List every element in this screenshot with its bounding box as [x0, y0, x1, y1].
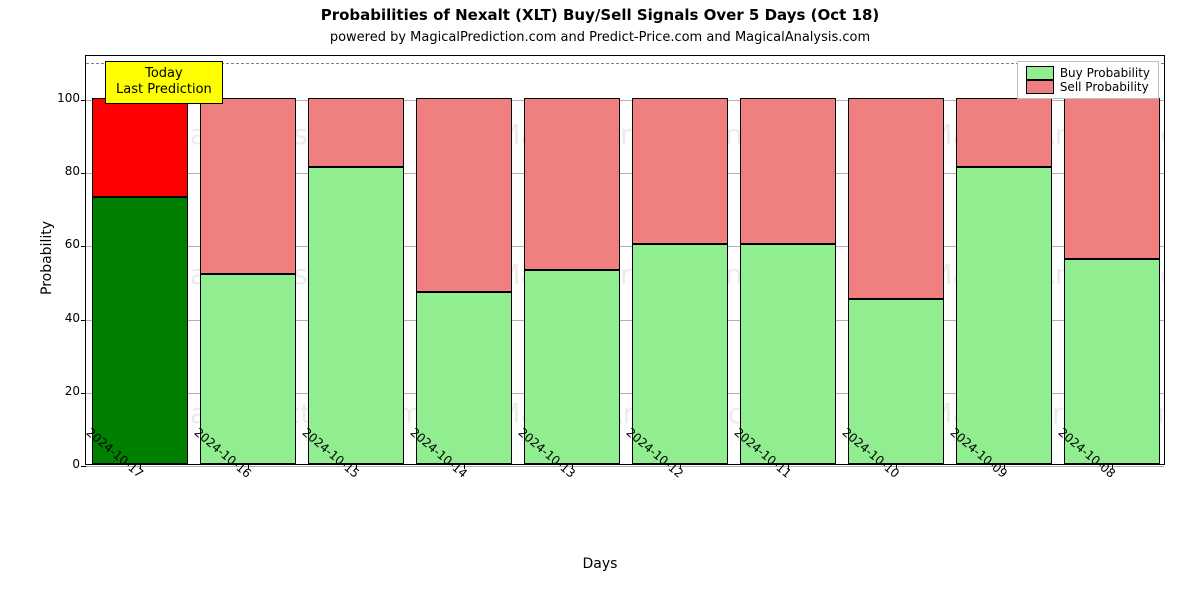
bar-group	[416, 54, 511, 464]
bar-sell	[1064, 98, 1159, 259]
legend: Buy Probability Sell Probability	[1017, 61, 1159, 99]
bar-group	[956, 54, 1051, 464]
bar-group	[1064, 54, 1159, 464]
bar-sell	[200, 98, 295, 274]
bar-buy	[524, 270, 619, 464]
bar-buy	[956, 167, 1051, 464]
bar-buy	[308, 167, 403, 464]
bar-sell	[308, 98, 403, 168]
bar-sell	[632, 98, 727, 244]
plot-area: MagicalAnalysis.comMagicalPrediction.com…	[85, 55, 1165, 465]
bar-buy	[200, 274, 295, 464]
bar-group	[524, 54, 619, 464]
x-axis-label: Days	[0, 556, 1200, 572]
bar-group	[632, 54, 727, 464]
chart-subtitle: powered by MagicalPrediction.com and Pre…	[0, 30, 1200, 45]
bar-buy	[632, 244, 727, 464]
bar-buy	[740, 244, 835, 464]
callout-line-2: Last Prediction	[116, 82, 212, 98]
bar-group	[308, 54, 403, 464]
bar-buy	[92, 197, 187, 464]
bar-group	[92, 54, 187, 464]
legend-label-sell: Sell Probability	[1060, 80, 1149, 94]
legend-swatch-sell	[1026, 80, 1054, 94]
bar-group	[200, 54, 295, 464]
bar-sell	[92, 98, 187, 197]
today-callout: Today Last Prediction	[105, 61, 223, 104]
ytick-label: 60	[65, 237, 86, 251]
chart-title: Probabilities of Nexalt (XLT) Buy/Sell S…	[0, 6, 1200, 24]
ytick-label: 0	[72, 457, 86, 471]
bar-sell	[956, 98, 1051, 168]
y-axis-label: Probability	[39, 221, 55, 295]
chart-figure: Probabilities of Nexalt (XLT) Buy/Sell S…	[0, 0, 1200, 600]
legend-swatch-buy	[1026, 66, 1054, 80]
bar-group	[740, 54, 835, 464]
ytick-label: 40	[65, 311, 86, 325]
bar-sell	[524, 98, 619, 270]
legend-label-buy: Buy Probability	[1060, 66, 1150, 80]
ytick-label: 20	[65, 384, 86, 398]
legend-row-sell: Sell Probability	[1026, 80, 1150, 94]
bars-layer	[86, 56, 1164, 464]
bar-sell	[416, 98, 511, 292]
callout-line-1: Today	[116, 66, 212, 82]
legend-row-buy: Buy Probability	[1026, 66, 1150, 80]
ytick-label: 80	[65, 164, 86, 178]
bar-buy	[1064, 259, 1159, 464]
bar-sell	[848, 98, 943, 299]
bar-group	[848, 54, 943, 464]
bar-sell	[740, 98, 835, 244]
ytick-label: 100	[57, 91, 86, 105]
